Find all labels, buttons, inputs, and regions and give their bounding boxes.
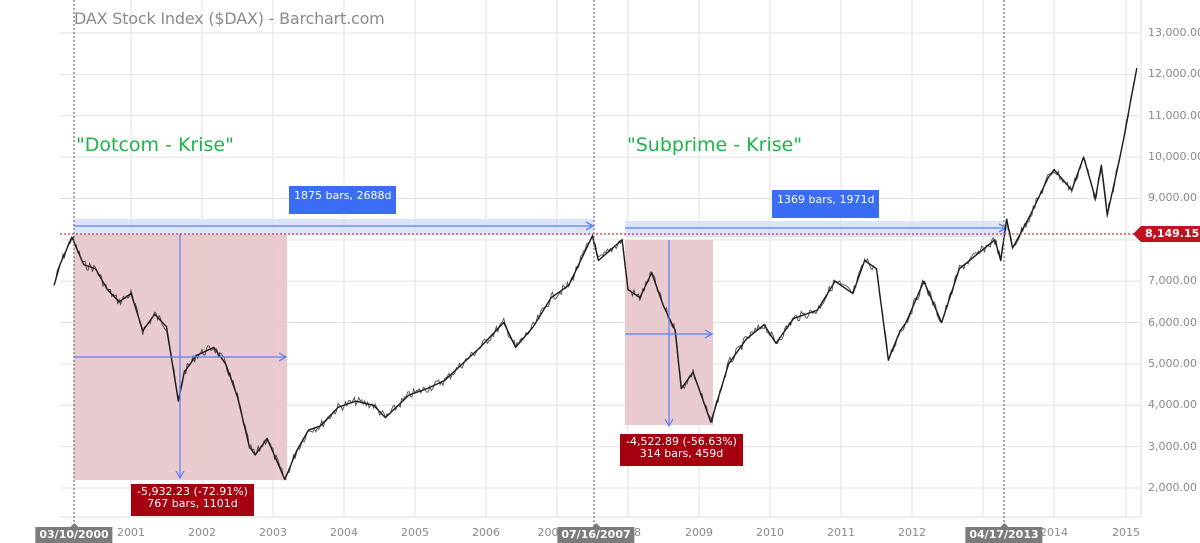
annotation-dotcom-crisis[interactable]: "Dotcom - Krise" bbox=[76, 134, 234, 156]
x-tick-label: 2012 bbox=[898, 526, 926, 539]
drawdown-label-2[interactable]: -4,522.89 (-56.63%) 314 bars, 459d bbox=[620, 434, 743, 466]
y-tick-label: 2,000.00 bbox=[1148, 481, 1197, 494]
x-tick-label: 2010 bbox=[756, 526, 784, 539]
x-tick-label: 2006 bbox=[472, 526, 500, 539]
x-tick-label: 200 bbox=[537, 526, 559, 539]
y-tick-label: 9,000.00 bbox=[1148, 191, 1197, 205]
annotation-subprime-crisis[interactable]: "Subprime - Krise" bbox=[627, 134, 803, 156]
y-tick-label: 3,000.00 bbox=[1148, 439, 1197, 453]
range-label-1[interactable]: 1875 bars, 2688d bbox=[289, 186, 397, 214]
range-label-2[interactable]: 1369 bars, 1971d bbox=[772, 190, 880, 218]
x-tick-label: 2014 bbox=[1040, 526, 1068, 539]
y-tick-label: 5,000.00 bbox=[1148, 356, 1197, 370]
y-tick-label: 6,000.00 bbox=[1148, 315, 1197, 329]
y-tick-label: 13,000.00 bbox=[1148, 26, 1200, 39]
drawdown-label-1-detail: 767 bars, 1101d bbox=[147, 497, 238, 510]
x-tick-label: 2015 bbox=[1112, 526, 1140, 539]
current-price-tag: 8,149.15 bbox=[1132, 226, 1200, 242]
range-band-1[interactable] bbox=[74, 219, 594, 235]
y-tick-label: 4,000.00 bbox=[1148, 398, 1197, 412]
drawdown-label-1-value: -5,932.23 (-72.91%) bbox=[137, 485, 248, 498]
y-tick-label: 11,000.00 bbox=[1148, 108, 1200, 122]
y-tick-label: 10,000.00 bbox=[1148, 150, 1200, 164]
x-tick-label: 2001 bbox=[117, 526, 145, 539]
y-tick-label: 7,000.00 bbox=[1148, 274, 1197, 288]
x-tick-label: 2004 bbox=[330, 526, 358, 539]
y-tick-label: 12,000.00 bbox=[1148, 67, 1200, 81]
x-tick-label: 2003 bbox=[259, 526, 287, 539]
drawdown-label-1[interactable]: -5,932.23 (-72.91%) 767 bars, 1101d bbox=[131, 484, 254, 516]
drawdown-label-2-value: -4,522.89 (-56.63%) bbox=[626, 435, 737, 448]
price-series-bars bbox=[53, 68, 1138, 481]
drawdown-label-2-detail: 314 bars, 459d bbox=[639, 447, 724, 460]
chart-title: DAX Stock Index ($DAX) - Barchart.com bbox=[74, 9, 385, 28]
date-marker-label-3[interactable]: 04/17/2013 bbox=[965, 523, 1043, 543]
x-tick-label: 2002 bbox=[188, 526, 216, 539]
x-tick-label: 2011 bbox=[827, 526, 855, 539]
range-band-2[interactable] bbox=[625, 221, 1007, 237]
date-marker-label-2[interactable]: 07/16/2007 bbox=[557, 523, 635, 543]
date-marker-label-1[interactable]: 03/10/2000 bbox=[35, 523, 113, 543]
x-tick-label: 2005 bbox=[401, 526, 429, 539]
x-tick-label: 2009 bbox=[685, 526, 713, 539]
